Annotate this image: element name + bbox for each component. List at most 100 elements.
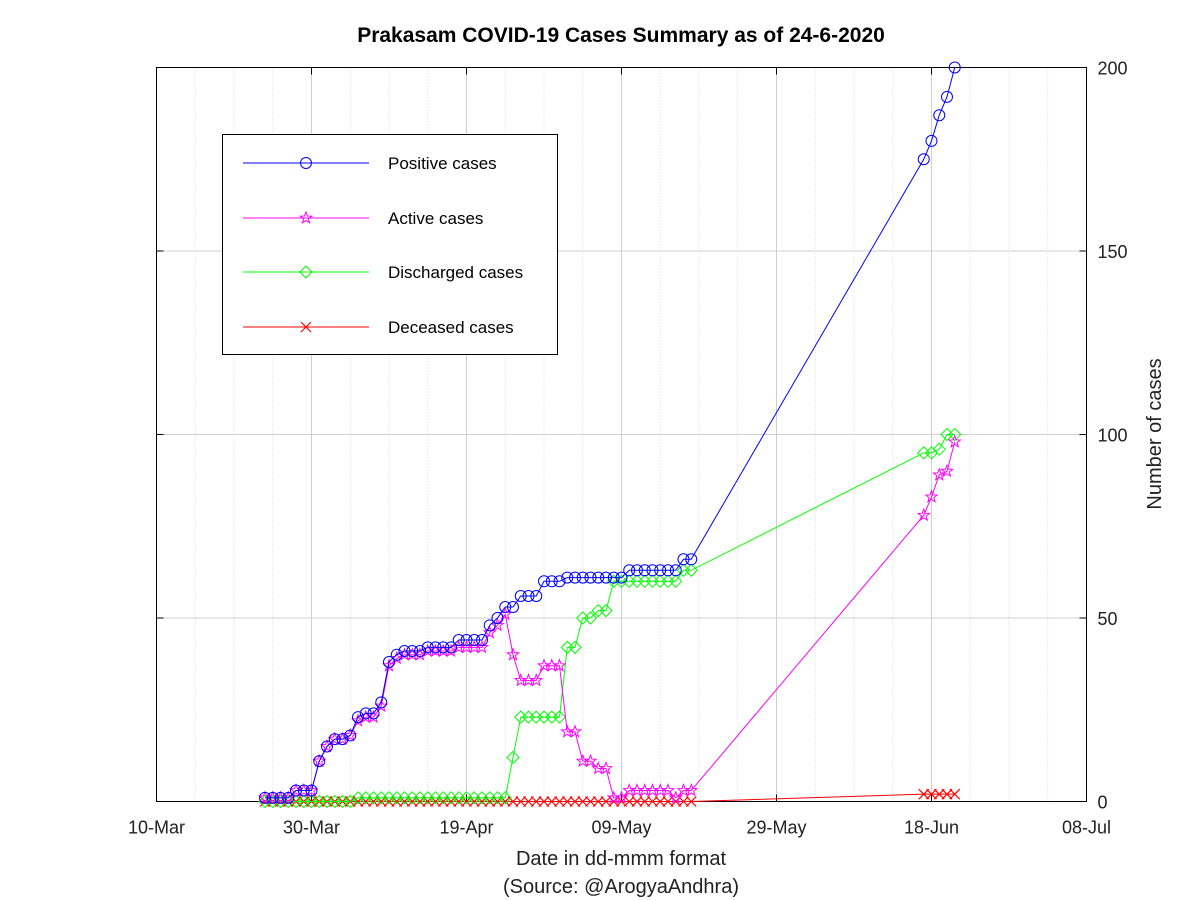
data-point-active-cases (374, 698, 389, 713)
data-point-positive-cases (507, 600, 519, 613)
data-point-positive-cases (336, 733, 349, 746)
data-point-positive-cases (646, 564, 659, 577)
data-point-positive-cases (933, 109, 946, 122)
x-tick-label: 19-Apr (439, 818, 493, 838)
y-tick-label: 0 (1098, 793, 1108, 813)
data-point-positive-cases (631, 564, 643, 577)
data-point-positive-cases (274, 791, 287, 804)
data-point-active-cases (598, 761, 614, 775)
data-point-active-cases (932, 467, 947, 481)
data-point-positive-cases (654, 564, 667, 577)
data-point-positive-cases (398, 645, 411, 658)
legend-label-discharged-cases: Discharged cases (388, 263, 523, 282)
data-point-discharged-cases (498, 791, 512, 805)
data-point-active-cases (381, 658, 397, 672)
data-point-positive-cases (321, 740, 333, 753)
data-point-deceased-cases (523, 796, 534, 807)
data-point-positive-cases (925, 134, 938, 147)
data-point-deceased-cases (561, 796, 573, 807)
data-point-positive-cases (677, 553, 690, 566)
data-point-positive-cases (390, 648, 403, 661)
series-line-discharged-cases (265, 434, 955, 802)
data-point-deceased-cases (577, 796, 589, 807)
y-tick-label: 50 (1098, 609, 1118, 629)
legend-entries: Positive cases Active cases Discharged cas… (243, 154, 523, 337)
data-point-positive-cases (638, 564, 651, 577)
data-point-positive-cases (499, 600, 512, 613)
data-point-active-cases (312, 753, 327, 768)
data-point-deceased-cases (918, 788, 930, 800)
data-point-active-cases (304, 783, 319, 797)
data-point-positive-cases (569, 571, 581, 584)
x-tick-label: 29-May (746, 818, 806, 838)
legend-label-active-cases: Active cases (388, 209, 483, 228)
data-point-deceased-cases (926, 788, 937, 800)
data-point-positive-cases (468, 634, 481, 647)
data-point-active-cases (482, 625, 497, 639)
data-point-active-cases (684, 783, 699, 797)
data-point-active-cases (583, 753, 598, 768)
y-tick-label: 100 (1098, 426, 1128, 446)
data-point-positive-cases (359, 707, 372, 720)
data-point-positive-cases (476, 634, 488, 647)
data-point-deceased-cases (662, 796, 674, 807)
data-point-active-cases (490, 617, 505, 632)
data-point-positive-cases (623, 564, 636, 577)
data-point-positive-cases (948, 61, 961, 74)
legend-box (222, 134, 558, 355)
data-point-positive-cases (266, 791, 279, 804)
data-point-active-cases (366, 709, 381, 724)
data-point-positive-cases (414, 645, 426, 658)
y-axis-label: Number of cases (1144, 358, 1166, 509)
data-point-positive-cases (685, 553, 698, 566)
data-point-discharged-cases (552, 710, 567, 724)
data-point-positive-cases (290, 784, 302, 797)
data-point-deceased-cases (685, 796, 697, 807)
data-point-deceased-cases (949, 788, 961, 800)
data-point-discharged-cases (932, 442, 946, 456)
data-point-positive-cases (460, 634, 473, 647)
data-point-deceased-cases (538, 796, 550, 807)
data-point-positive-cases (538, 575, 550, 588)
data-point-active-cases (567, 724, 583, 738)
data-point-active-cases (916, 507, 931, 522)
x-tick-label: 18-Jun (904, 818, 959, 838)
data-point-positive-cases (600, 571, 612, 584)
data-point-discharged-cases (669, 574, 683, 589)
data-point-positive-cases (669, 564, 682, 577)
data-point-active-cases (924, 489, 939, 503)
data-point-positive-cases (328, 733, 341, 746)
data-point-deceased-cases (600, 796, 612, 807)
source-note: (Source: @ArogyaAndhra) (503, 876, 739, 898)
data-point-positive-cases (561, 571, 574, 584)
data-point-positive-cases (452, 634, 465, 647)
data-point-positive-cases (615, 571, 628, 584)
data-point-positive-cases (375, 696, 388, 709)
data-point-active-cases (281, 790, 296, 804)
data-point-active-cases (319, 739, 335, 753)
data-point-active-cases (947, 434, 962, 448)
data-point-deceased-cases (623, 796, 635, 807)
data-point-deceased-cases (647, 796, 658, 807)
legend-item-active-cases: Active cases (243, 209, 483, 228)
legend: Positive cases Active cases Discharged cas… (222, 134, 558, 355)
data-point-active-cases (412, 647, 428, 661)
data-point-discharged-cases (583, 611, 598, 625)
data-point-deceased-cases (569, 796, 581, 807)
data-point-positive-cases (421, 641, 434, 654)
data-point-deceased-cases (654, 796, 666, 807)
data-point-discharged-cases (599, 603, 613, 618)
data-point-positive-cases (592, 571, 605, 584)
data-point-positive-cases (553, 575, 566, 588)
data-point-positive-cases (483, 619, 496, 632)
data-point-active-cases (350, 713, 366, 727)
legend-label-positive-cases: Positive cases (388, 154, 497, 173)
data-point-discharged-cases (506, 750, 520, 765)
data-point-positive-cases (662, 564, 674, 577)
legend-item-deceased-cases: Deceased cases (243, 318, 514, 337)
legend-item-positive-cases: Positive cases (243, 154, 497, 173)
data-point-deceased-cases (585, 796, 596, 807)
legend-marker-deceased-cases (300, 321, 312, 333)
